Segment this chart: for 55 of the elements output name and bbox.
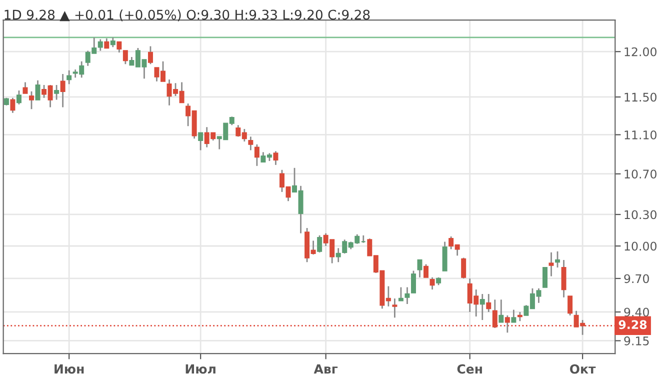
candlestick: [116, 41, 122, 54]
candlestick: [542, 266, 548, 288]
candlestick: [555, 250, 560, 268]
candlestick: [122, 50, 128, 65]
y-tick-label: 9.40: [624, 308, 649, 317]
x-tick-label: Окт: [570, 364, 596, 374]
candlestick: [498, 298, 504, 323]
y-tick-label: 10.30: [624, 210, 656, 220]
x-tick-label: Сен: [457, 364, 482, 374]
candlestick: [424, 264, 429, 278]
candlestick: [54, 84, 60, 100]
candlestick: [66, 70, 72, 85]
x-tick-label: Июл: [186, 364, 216, 374]
candlestick: [548, 252, 554, 277]
y-tick-label: 12.00: [624, 47, 656, 56]
y-tick-label: 11.10: [624, 130, 656, 140]
candlestick: [317, 234, 322, 254]
candlestick: [16, 90, 22, 106]
candlestick: [568, 296, 573, 316]
candlestick: [486, 293, 492, 313]
candlestick: [430, 276, 435, 290]
chart-title: 1D 9.28 ▲ +0.01 (+0.05%) O:9.30 H:9.33 L:9.20 C:9.28: [4, 9, 370, 22]
y-tick-label: 10.70: [624, 170, 656, 179]
ref-line-label: 9.28: [618, 320, 647, 330]
candlestick: [254, 144, 260, 167]
candlestick: [104, 38, 110, 49]
y-tick-label: 11.50: [624, 92, 656, 102]
candlestick: [10, 97, 16, 114]
candlestick: [336, 247, 341, 263]
y-tick-label: 9.70: [624, 274, 649, 284]
y-tick-label: 10.00: [624, 242, 656, 251]
candlestick: [480, 293, 485, 321]
candlestick: [98, 38, 103, 52]
candlestick: [404, 286, 410, 305]
candlestick: [417, 259, 422, 278]
candlestick: [22, 82, 28, 94]
x-tick-label: Авг: [314, 364, 338, 374]
candlestick: [148, 46, 153, 65]
y-tick-label: 9.15: [624, 336, 649, 346]
candlestick: [110, 36, 116, 48]
candlestick: [517, 311, 522, 322]
x-tick-label: Июн: [54, 364, 84, 374]
candlestick: [392, 298, 398, 318]
candlestick: [410, 270, 416, 294]
candlestick: [561, 259, 566, 298]
candlestick: [461, 257, 466, 280]
candlestick: [273, 150, 278, 166]
candlestick: [60, 73, 66, 108]
candlestick: [511, 309, 516, 323]
candlestick: [398, 286, 404, 302]
candlestick: [35, 80, 40, 100]
candlestick: [198, 132, 204, 151]
candlestick: [442, 241, 448, 272]
candlestick: [248, 136, 254, 151]
candlestick: [29, 90, 34, 110]
